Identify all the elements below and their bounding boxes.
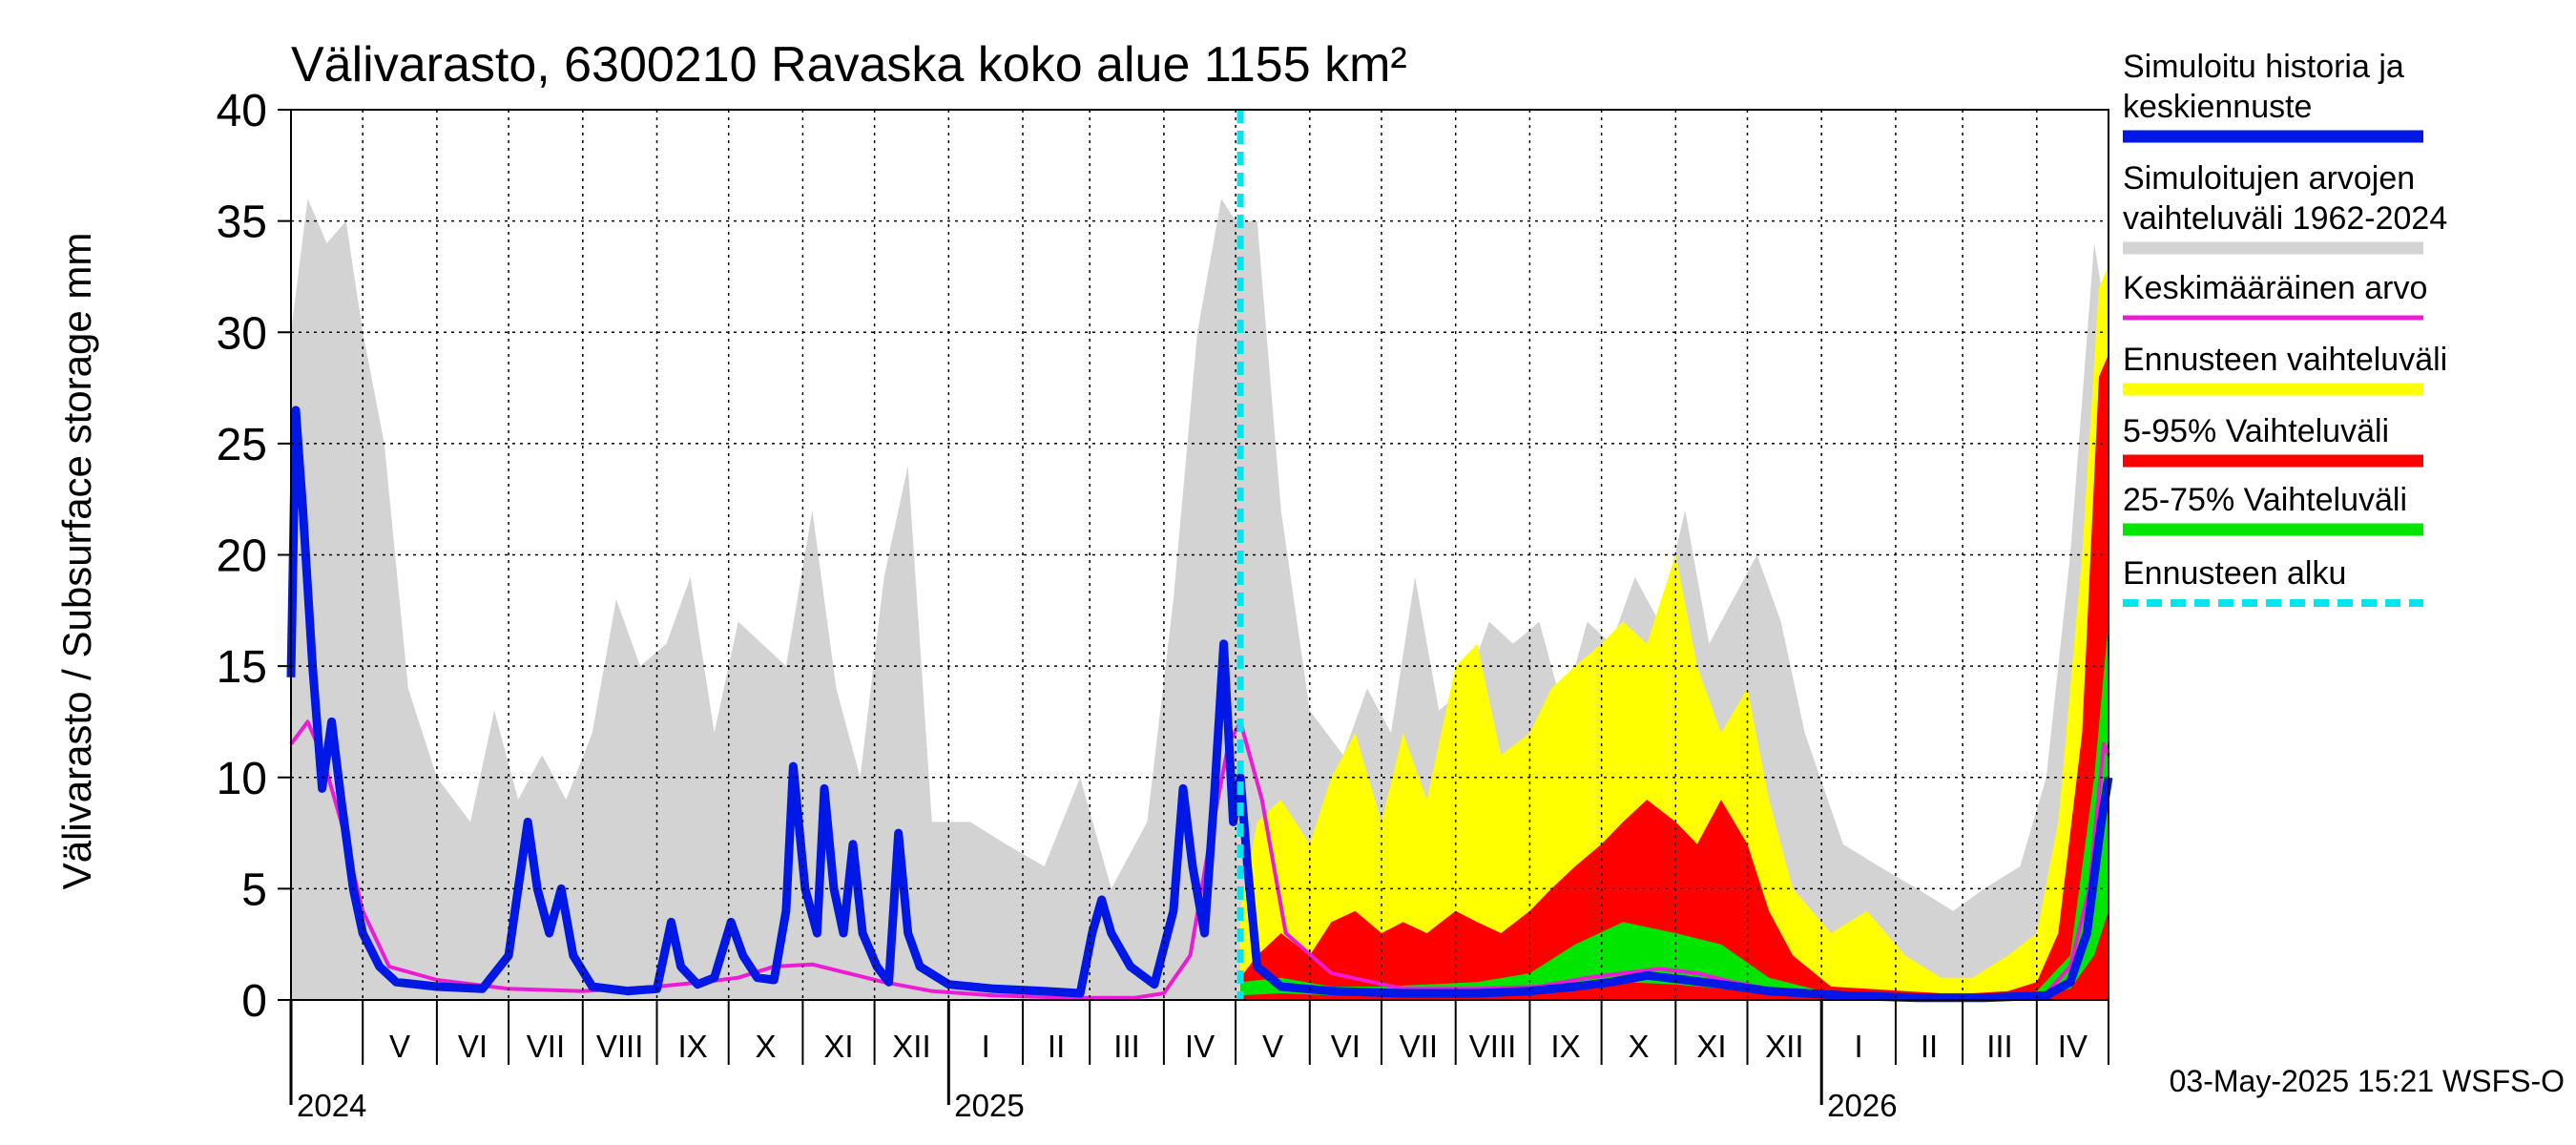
x-month-label: VI — [458, 1029, 488, 1064]
plot-area — [286, 110, 2113, 1003]
x-month-label: VII — [1400, 1029, 1438, 1064]
y-axis-label: Välivarasto / Subsurface storage mm — [54, 233, 99, 890]
legend-label: vaihteluväli 1962-2024 — [2123, 200, 2447, 237]
x-month-label: IV — [1185, 1029, 1215, 1064]
x-month-label: II — [1048, 1029, 1065, 1064]
series-line-simuloitu-historia-ja-keskiennuste — [286, 406, 2113, 1003]
legend-label: Ennusteen vaihteluväli — [2123, 342, 2447, 378]
y-tick-label: 20 — [217, 531, 267, 582]
chart-title: Välivarasto, 6300210 Ravaska koko alue 1… — [291, 37, 1407, 93]
x-month-label: I — [982, 1029, 990, 1064]
x-month-label: IX — [1550, 1029, 1580, 1064]
y-tick-label: 30 — [217, 308, 267, 359]
x-month-label: IX — [678, 1029, 708, 1064]
legend-item-simuloitu-historia-ja-keskiennuste: Simuloitu historia ja keskiennuste — [2123, 49, 2423, 143]
series-band-5-95-vaihteluv-li — [1240, 354, 2109, 1001]
legend-label: Keskimääräinen arvo — [2123, 270, 2427, 306]
x-month-label: V — [389, 1029, 410, 1064]
x-year-label: 2024 — [297, 1088, 366, 1123]
legend-item-5-95-vaihteluv-li: 5-95% Vaihteluväli — [2123, 413, 2423, 468]
timestamp-footer: 03-May-2025 15:21 WSFS-O — [2170, 1064, 2565, 1098]
y-tick-label: 25 — [217, 420, 267, 470]
y-tick-label: 5 — [241, 864, 267, 915]
legend-label: keskiennuste — [2123, 89, 2312, 125]
x-month-label: II — [1921, 1029, 1938, 1064]
legend-label: 25-75% Vaihteluväli — [2123, 482, 2407, 518]
y-tick-label: 15 — [217, 642, 267, 693]
grid — [291, 110, 2109, 1000]
x-month-label: VI — [1331, 1029, 1361, 1064]
x-month-label: XI — [823, 1029, 853, 1064]
legend-item-25-75-vaihteluv-li: 25-75% Vaihteluväli — [2123, 482, 2423, 536]
x-month-label: IV — [2058, 1029, 2088, 1064]
y-tick-label: 35 — [217, 198, 267, 248]
x-month-label: I — [1854, 1029, 1862, 1064]
y-tick-label: 0 — [241, 976, 267, 1027]
x-year-label: 2026 — [1827, 1088, 1897, 1123]
x-month-label: X — [756, 1029, 777, 1064]
legend-item-ennusteen-alku: Ennusteen alku — [2123, 555, 2423, 607]
legend-label: Simuloitu historia ja — [2123, 49, 2404, 85]
y-tick-label: 40 — [217, 86, 267, 136]
legend-item-keskim-r-inen-arvo: Keskimääräinen arvo — [2123, 270, 2427, 321]
legend: Simuloitu historia jakeskiennusteSimuloi… — [2123, 49, 2447, 607]
x-month-label: XI — [1696, 1029, 1726, 1064]
x-month-label: III — [1986, 1029, 2013, 1064]
x-month-label: X — [1628, 1029, 1649, 1064]
legend-label: Ennusteen alku — [2123, 555, 2346, 592]
x-month-label: VIII — [596, 1029, 644, 1064]
x-month-label: VII — [527, 1029, 565, 1064]
x-month-label: XII — [1765, 1029, 1803, 1064]
x-month-label: VIII — [1469, 1029, 1517, 1064]
legend-label: 5-95% Vaihteluväli — [2123, 413, 2389, 449]
series-band-ennusteen-vaihteluv-li — [1240, 265, 2109, 1000]
x-year-label: 2025 — [954, 1088, 1024, 1123]
y-tick-label: 10 — [217, 754, 267, 804]
x-month-label: XII — [892, 1029, 930, 1064]
legend-label: Simuloitujen arvojen — [2123, 160, 2415, 197]
legend-item-ennusteen-vaihteluv-li: Ennusteen vaihteluväli — [2123, 342, 2447, 396]
x-month-label: III — [1113, 1029, 1140, 1064]
x-month-label: V — [1262, 1029, 1283, 1064]
